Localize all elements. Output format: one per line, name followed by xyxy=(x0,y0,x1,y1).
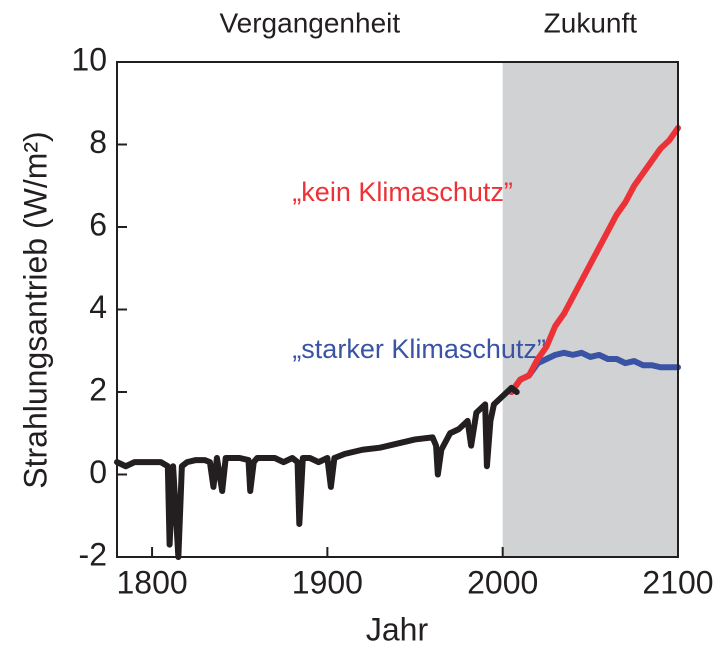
future-region xyxy=(502,62,678,557)
series-line xyxy=(114,384,520,560)
x-tick-label: 2100 xyxy=(642,564,713,600)
series-line xyxy=(508,125,681,395)
y-tick-label: 10 xyxy=(71,41,107,77)
x-axis-label: Jahr xyxy=(366,611,429,647)
y-tick-label: -2 xyxy=(79,536,107,572)
y-axis-label: Strahlungsantrieb (W/m²) xyxy=(17,131,53,488)
x-tick-label: 1900 xyxy=(292,564,363,600)
y-tick-label: 4 xyxy=(89,289,107,325)
y-tick-label: 8 xyxy=(89,124,107,160)
y-tick-label: 0 xyxy=(89,454,107,490)
annotation: „starker Klimaschutz” xyxy=(292,334,546,364)
annotation: Zukunft xyxy=(544,7,638,38)
y-tick-label: 2 xyxy=(89,371,107,407)
annotation: Vergangenheit xyxy=(220,7,401,38)
y-tick-label: 6 xyxy=(89,206,107,242)
x-tick-label: 1800 xyxy=(116,564,187,600)
x-tick-label: 2000 xyxy=(467,564,538,600)
plot-frame xyxy=(116,61,679,558)
annotation: „kein Klimaschutz” xyxy=(292,177,513,207)
